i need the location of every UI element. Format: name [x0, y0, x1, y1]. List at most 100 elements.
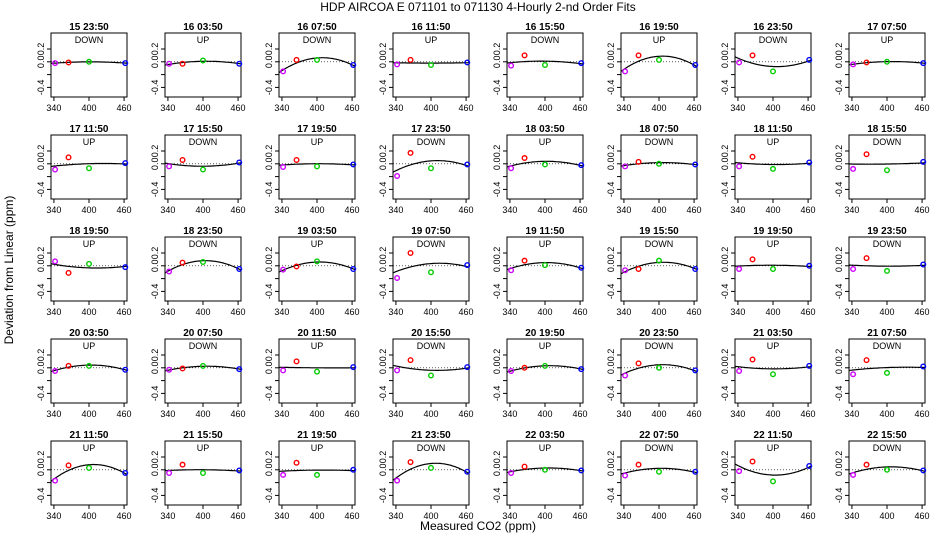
data-point	[428, 62, 435, 69]
x-tick-label: 460	[345, 307, 360, 317]
panel: 21 15:50 UP -0.4 0.00.2 340 400 460	[150, 430, 246, 521]
y-tick-label: 0.2	[606, 247, 616, 260]
y-tick-label: -0.4	[492, 182, 502, 198]
panel: 19 15:50 DOWN -0.4 0.00.2 340 400 460	[606, 226, 702, 317]
panel: 21 03:50 UP -0.4 0.00.2 340 400 460	[720, 328, 816, 419]
x-tick-label: 400	[879, 307, 894, 317]
x-tick-label: 460	[573, 205, 588, 215]
panel-direction: DOWN	[873, 443, 902, 453]
y-tick-label: 0.0	[606, 464, 616, 477]
x-tick-label: 340	[388, 511, 403, 521]
panel-title: 21 11:50	[70, 430, 109, 441]
data-point	[85, 362, 92, 369]
panel-title: 20 19:50	[525, 328, 565, 339]
data-point	[635, 360, 642, 367]
y-tick-label: -0.4	[834, 182, 844, 198]
data-point	[656, 56, 663, 63]
data-point	[736, 468, 743, 475]
data-point	[806, 362, 813, 369]
y-tick-label: -0.4	[264, 488, 274, 504]
panel-title: 21 03:50	[753, 328, 793, 339]
x-tick-label: 400	[423, 307, 438, 317]
x-tick-label: 460	[915, 511, 930, 521]
data-point	[850, 371, 857, 378]
y-tick-label: 0.2	[264, 349, 274, 362]
x-tick-label: 460	[231, 511, 246, 521]
x-tick-label: 460	[345, 409, 360, 419]
x-tick-label: 400	[765, 103, 780, 113]
panel-direction: DOWN	[645, 137, 674, 147]
data-point	[542, 62, 549, 69]
y-tick-label: 0.2	[264, 43, 274, 56]
x-tick-label: 460	[459, 103, 474, 113]
x-tick-label: 460	[459, 307, 474, 317]
panel-title: 17 23:50	[411, 124, 451, 135]
panel-title: 20 11:50	[298, 328, 337, 339]
data-point	[508, 267, 515, 274]
data-point	[770, 68, 777, 75]
fit-curve	[50, 364, 128, 373]
panel-title: 18 19:50	[69, 226, 109, 237]
data-point	[428, 372, 435, 379]
panel-title: 19 07:50	[411, 226, 451, 237]
data-point	[122, 264, 129, 271]
data-point	[280, 471, 287, 478]
data-point	[122, 366, 129, 373]
panel-title: 18 23:50	[183, 226, 223, 237]
panel-direction: DOWN	[873, 137, 902, 147]
panel: 19 11:50 UP -0.4 0.00.2 340 400 460	[492, 226, 588, 317]
fit-curve	[50, 463, 128, 482]
data-point	[350, 62, 357, 69]
data-point	[199, 166, 206, 173]
panel: 19 23:50 DOWN -0.4 0.00.2 340 400 460	[834, 226, 930, 317]
data-point	[920, 363, 927, 370]
y-tick-label: 0.2	[150, 43, 160, 56]
x-tick-label: 340	[388, 205, 403, 215]
x-tick-label: 400	[195, 511, 210, 521]
data-point	[656, 364, 663, 371]
y-tick-label: 0.0	[378, 158, 388, 171]
data-point	[407, 459, 414, 466]
x-tick-label: 460	[573, 103, 588, 113]
fit-curve	[278, 261, 356, 273]
y-tick-label: 0.0	[606, 362, 616, 375]
y-tick-label: 0.2	[36, 451, 46, 464]
panel: 22 15:50 DOWN -0.4 0.00.2 340 400 460	[834, 430, 930, 521]
y-tick-label: 0.0	[378, 56, 388, 69]
panel: 16 23:50 DOWN -0.4 0.00.2 340 400 460	[720, 22, 816, 113]
y-tick-label: -0.4	[378, 284, 388, 300]
y-tick-label: -0.4	[36, 80, 46, 96]
data-point	[350, 364, 357, 371]
panel-title: 21 23:50	[411, 430, 451, 441]
y-tick-label: 0.2	[264, 247, 274, 260]
data-point	[749, 256, 756, 263]
panel-title: 18 11:50	[754, 124, 793, 135]
data-point	[199, 362, 206, 369]
x-tick-label: 400	[81, 103, 96, 113]
data-point	[166, 60, 173, 67]
panel-direction: UP	[83, 239, 96, 249]
panel-direction: UP	[881, 35, 894, 45]
x-tick-label: 460	[687, 103, 702, 113]
panel-direction: UP	[197, 443, 210, 453]
data-point	[280, 266, 287, 273]
y-tick-label: 0.0	[150, 260, 160, 273]
y-tick-label: 0.0	[834, 260, 844, 273]
x-tick-label: 460	[117, 103, 132, 113]
x-tick-label: 340	[274, 205, 289, 215]
x-tick-label: 400	[651, 511, 666, 521]
data-point	[407, 249, 414, 256]
y-tick-label: 0.0	[150, 362, 160, 375]
panel: 21 07:50 DOWN -0.4 0.00.2 340 400 460	[834, 328, 930, 419]
x-tick-label: 460	[231, 409, 246, 419]
data-point	[236, 467, 243, 474]
x-tick-label: 340	[160, 205, 175, 215]
data-point	[236, 366, 243, 373]
panel: 18 07:50 DOWN -0.4 0.00.2 340 400 460	[606, 124, 702, 215]
fit-curve	[620, 364, 698, 376]
x-tick-label: 460	[573, 511, 588, 521]
panel: 21 11:50 UP -0.4 0.00.2 340 400 460	[36, 430, 132, 521]
panel: 16 03:50 UP -0.4 0.00.2 340 400 460	[150, 22, 246, 113]
x-tick-label: 340	[502, 511, 517, 521]
data-point	[863, 151, 870, 158]
